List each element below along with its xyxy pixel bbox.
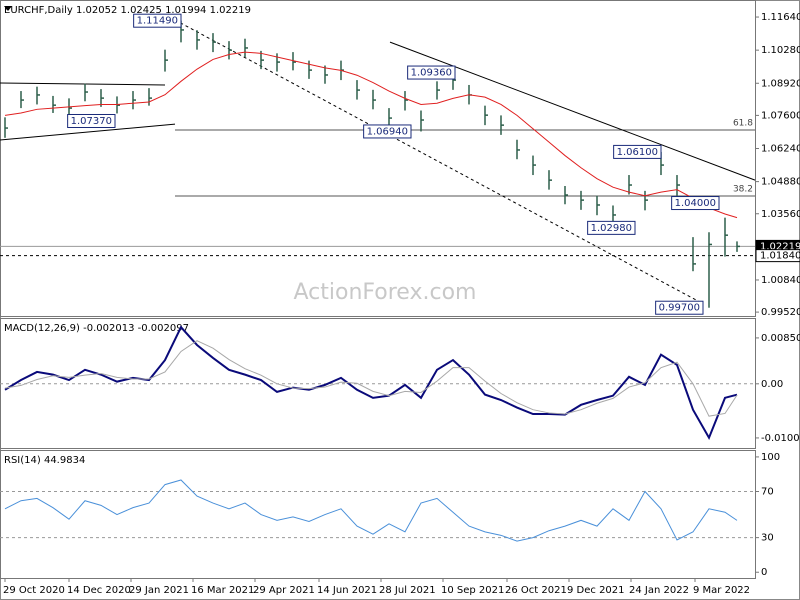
x-tick-label: 24 Jan 2022 <box>629 585 689 596</box>
panel-border <box>0 0 756 317</box>
fib-label: 38.2 <box>733 184 753 194</box>
panel-title: EURCHF,Daily 1.02052 1.02425 1.01994 1.0… <box>4 5 251 16</box>
annotation-label: 1.07370 <box>71 116 112 127</box>
y-tick-label: 30 <box>761 533 774 544</box>
panel-border <box>0 450 756 579</box>
price-tag-label: 1.01840 <box>760 251 800 262</box>
y-tick-label: 70 <box>761 487 774 498</box>
annotation-label: 0.99700 <box>659 303 700 314</box>
annotation-label: 1.04000 <box>675 198 716 209</box>
y-tick-label: 1.07600 <box>761 110 800 121</box>
annotation-label: 1.06940 <box>367 126 408 137</box>
annotation-box <box>587 220 636 235</box>
price-annotation: 1.06100 <box>613 144 662 159</box>
x-tick-label: 26 Oct 2021 <box>505 585 567 596</box>
annotation-label: 1.02980 <box>591 223 632 234</box>
price-annotation: 1.04000 <box>671 196 720 211</box>
panel-title: RSI(14) 44.9834 <box>4 455 85 466</box>
annotation-label: 1.06100 <box>617 147 658 158</box>
price-annotation: 1.02980 <box>587 220 636 235</box>
y-tick-label: 100 <box>761 452 780 463</box>
x-tick-label: 28 Jul 2021 <box>379 585 436 596</box>
indicator-line <box>4 325 738 441</box>
y-tick-label: 0 <box>761 567 767 578</box>
y-tick-label: 1.11640 <box>761 12 800 23</box>
y-tick-label: 1.00840 <box>761 275 800 286</box>
panel-title: MACD(12,26,9) -0.002013 -0.002097 <box>4 323 189 334</box>
annotation-box <box>671 196 720 211</box>
annotation-box <box>407 65 456 80</box>
watermark: ActionForex.com <box>294 280 477 305</box>
annotation-box <box>613 144 662 159</box>
menu-icon <box>4 6 12 11</box>
x-tick-label: 29 Oct 2020 <box>3 585 65 596</box>
trend-line <box>0 82 166 86</box>
x-tick-label: 14 Dec 2020 <box>67 585 131 596</box>
moving-average <box>4 51 738 219</box>
annotation-label: 1.11490 <box>137 16 178 27</box>
y-tick-label: 1.06240 <box>761 144 800 155</box>
trend-line <box>389 41 756 181</box>
trend-line <box>0 123 176 141</box>
x-tick-label: 9 Dec 2021 <box>567 585 625 596</box>
y-tick-label: 0.008507 <box>761 333 800 344</box>
x-tick-label: 29 Apr 2021 <box>253 585 315 596</box>
price-annotation: 1.06940 <box>363 124 412 139</box>
annotation-box <box>67 113 116 128</box>
annotation-box <box>133 13 182 28</box>
price-annotation: 1.09360 <box>407 65 456 80</box>
price-tag <box>755 249 800 263</box>
indicator-line <box>4 340 738 417</box>
annotation-box <box>655 300 704 315</box>
x-tick-label: 16 Mar 2021 <box>191 585 254 596</box>
fib-label: 61.8 <box>733 119 753 129</box>
x-tick-label: 29 Jan 2021 <box>129 585 189 596</box>
y-tick-label: 1.10280 <box>761 45 800 56</box>
y-tick-label: 0.00 <box>761 379 783 390</box>
y-tick-label: 1.03560 <box>761 209 800 220</box>
annotation-box <box>363 124 412 139</box>
x-tick-label: 9 Mar 2022 <box>693 585 750 596</box>
y-tick-label: 0.99520 <box>761 307 800 318</box>
y-tick-label: 1.04880 <box>761 177 800 188</box>
indicator-line <box>4 479 738 542</box>
price-annotation: 0.99700 <box>655 300 704 315</box>
x-tick-label: 14 Jun 2021 <box>317 585 377 596</box>
y-tick-label: 1.08920 <box>761 78 800 89</box>
annotation-label: 1.09360 <box>411 68 452 79</box>
price-tag-label: 1.02219 <box>760 241 800 252</box>
price-annotation: 1.11490 <box>133 13 182 28</box>
x-tick-label: 10 Sep 2021 <box>441 585 504 596</box>
price-annotation: 1.07370 <box>67 113 116 128</box>
y-tick-label: -0.010034 <box>761 433 800 444</box>
